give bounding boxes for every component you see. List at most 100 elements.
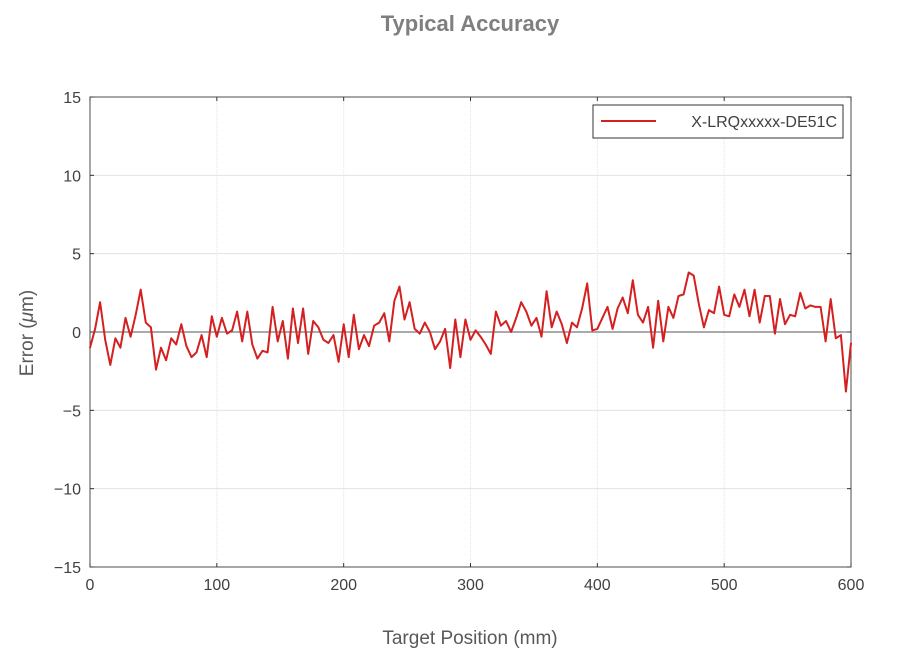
data-point [393, 299, 396, 302]
data-point [814, 306, 817, 308]
data-point [769, 295, 771, 297]
data-point [165, 359, 167, 362]
data-point [682, 293, 685, 296]
data-point [713, 312, 715, 315]
data-point [454, 318, 457, 321]
data-point [271, 306, 274, 308]
y-tick-label: −15 [54, 560, 81, 577]
data-point [464, 318, 467, 321]
data-point [505, 320, 507, 322]
data-point [337, 361, 340, 363]
data-point [302, 307, 304, 310]
data-point [403, 318, 406, 321]
data-point [383, 312, 386, 315]
data-point [251, 343, 254, 346]
data-point [804, 307, 807, 310]
data-point [134, 314, 137, 316]
y-axis-label-mu: μ [17, 311, 38, 323]
data-point [824, 340, 827, 343]
data-point [378, 321, 381, 324]
data-point [743, 288, 746, 291]
data-point [495, 310, 497, 313]
data-point [439, 340, 441, 343]
data-point [789, 314, 791, 316]
data-point [479, 335, 482, 338]
data-point [779, 298, 781, 300]
data-point [429, 331, 431, 333]
data-point [662, 340, 665, 343]
data-point [723, 314, 725, 316]
data-point [687, 271, 690, 274]
data-point [621, 296, 624, 299]
y-axis-label-prefix: Error ( [17, 322, 38, 377]
data-point [221, 317, 223, 319]
y-tick-label: 10 [63, 168, 81, 185]
data-point [581, 307, 583, 310]
data-point [200, 334, 203, 336]
data-point [510, 331, 512, 333]
data-point [667, 306, 670, 308]
series-points [89, 271, 852, 393]
data-point [185, 345, 188, 347]
data-point [444, 328, 446, 330]
data-point [611, 328, 614, 330]
data-point [601, 317, 604, 319]
data-point [525, 310, 528, 313]
data-point [150, 326, 152, 329]
data-point [718, 285, 720, 288]
data-point [307, 353, 310, 355]
data-point [170, 337, 172, 340]
data-point [145, 321, 147, 324]
data-point [591, 329, 594, 332]
data-point [104, 339, 106, 341]
y-tick-labels: 15 10 5 0 −5 −10 −15 [54, 90, 81, 577]
x-tick-label: 600 [838, 577, 865, 594]
data-point [647, 306, 649, 308]
data-point [774, 332, 776, 335]
data-point [347, 356, 350, 358]
data-point [363, 334, 365, 336]
data-point [850, 342, 852, 344]
chart-title: Typical Accuracy [381, 11, 560, 36]
data-point [160, 346, 162, 349]
data-point [327, 342, 330, 344]
data-point [474, 329, 477, 332]
data-point [89, 346, 91, 349]
y-tick-label: −5 [63, 403, 81, 420]
data-point [561, 323, 563, 326]
x-tick-label: 400 [584, 577, 611, 594]
data-point [642, 321, 644, 324]
x-tick-label: 0 [86, 577, 95, 594]
legend: X-LRQxxxxx-DE51C [592, 104, 844, 139]
data-point [449, 367, 452, 369]
data-point [728, 315, 730, 318]
data-point [155, 368, 157, 371]
data-point [424, 321, 426, 324]
data-point [114, 337, 117, 340]
x-tick-label: 100 [203, 577, 230, 594]
x-tick-label: 300 [457, 577, 484, 594]
data-point [616, 307, 619, 310]
data-point [312, 320, 315, 322]
data-point [317, 326, 320, 329]
data-point [586, 282, 588, 285]
data-point [576, 326, 578, 329]
data-point [692, 274, 695, 277]
data-point [799, 292, 802, 294]
data-point [484, 343, 487, 346]
data-point [784, 323, 786, 326]
data-point [606, 306, 609, 308]
data-point [211, 315, 213, 318]
data-point [342, 323, 345, 326]
data-point [657, 299, 659, 302]
data-point [368, 345, 370, 347]
data-point [236, 310, 238, 313]
data-point [809, 304, 812, 307]
data-point [353, 314, 355, 316]
data-point [652, 346, 654, 349]
data-point [292, 307, 294, 310]
data-point [677, 295, 680, 297]
data-point [819, 306, 822, 308]
data-point [758, 321, 761, 324]
data-point [459, 356, 462, 358]
